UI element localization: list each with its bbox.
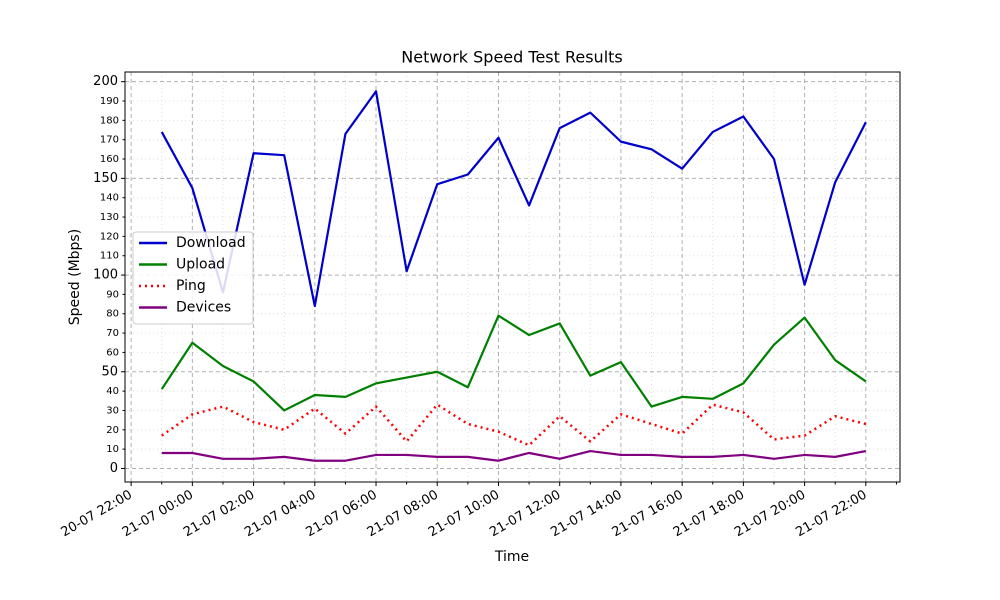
y-minor-tick-label: 180 xyxy=(100,115,119,126)
y-minor-tick-label: 90 xyxy=(106,289,119,300)
y-minor-tick-label: 70 xyxy=(106,328,119,339)
y-minor-tick-label: 120 xyxy=(100,231,119,242)
y-tick-label: 50 xyxy=(101,364,118,379)
y-tick-label: 200 xyxy=(93,74,118,89)
y-minor-tick-label: 20 xyxy=(106,425,119,436)
y-minor-tick-label: 190 xyxy=(100,96,119,107)
legend-box xyxy=(132,231,254,325)
y-minor-tick-label: 60 xyxy=(106,347,119,358)
y-minor-tick-label: 40 xyxy=(106,386,119,397)
chart-title: Network Speed Test Results xyxy=(401,48,623,67)
legend-label: Download xyxy=(176,235,246,251)
y-tick-label: 0 xyxy=(110,461,118,476)
series-line xyxy=(161,449,867,462)
y-tick-label: 100 xyxy=(93,268,118,283)
y-minor-tick-label: 140 xyxy=(100,193,119,204)
y-minor-tick-label: 130 xyxy=(100,212,119,223)
legend: Download Upload Ping Devices xyxy=(132,231,254,325)
plot-frame xyxy=(124,71,901,483)
y-axis-label: Speed (Mbps) xyxy=(67,229,83,325)
legend-label: Devices xyxy=(176,300,231,316)
series-line xyxy=(160,90,867,308)
x-axis-label: Time xyxy=(494,549,529,565)
y-minor-tick-label: 80 xyxy=(106,309,119,320)
y-tick-label: 150 xyxy=(93,171,118,186)
y-minor-tick-label: 10 xyxy=(106,444,119,455)
series-line xyxy=(161,403,867,447)
y-minor-tick-label: 30 xyxy=(106,405,119,416)
y-minor-tick-label: 170 xyxy=(100,135,119,146)
y-minor-tick-label: 160 xyxy=(100,154,119,165)
y-minor-tick-label: 110 xyxy=(100,251,119,262)
legend-label: Ping xyxy=(176,278,206,294)
series-line xyxy=(160,314,867,412)
legend-label: Upload xyxy=(176,257,225,273)
